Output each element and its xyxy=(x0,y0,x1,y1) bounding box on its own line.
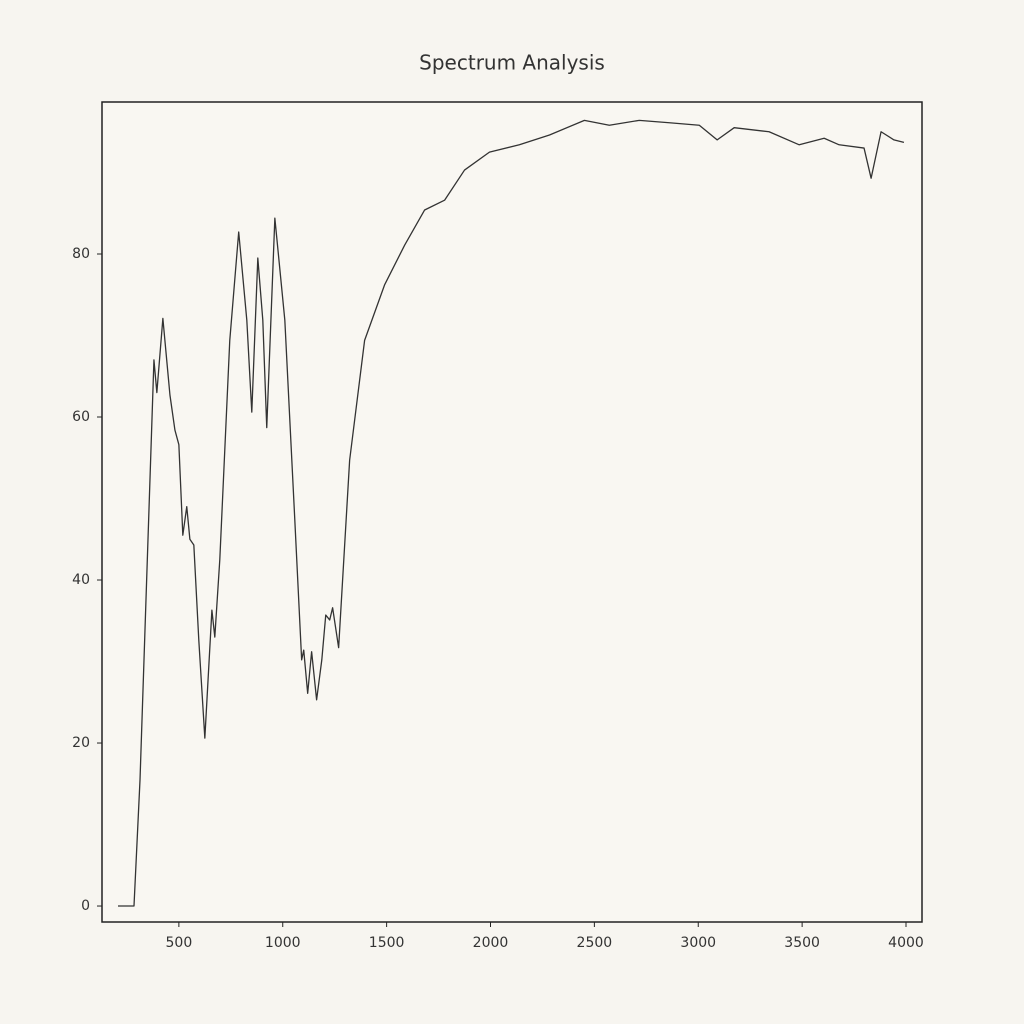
x-tick-label: 2000 xyxy=(473,935,509,951)
y-tick-label: 60 xyxy=(72,409,90,425)
x-tick-label: 500 xyxy=(166,935,193,951)
x-tick-label: 3000 xyxy=(680,935,716,951)
y-tick-label: 80 xyxy=(72,246,90,262)
plot-frame xyxy=(101,101,923,923)
y-tick-label: 20 xyxy=(72,735,90,751)
y-tick-label: 40 xyxy=(72,572,90,588)
chart-title: Spectrum Analysis xyxy=(419,51,605,75)
x-tick-label: 3500 xyxy=(784,935,820,951)
y-tick-label: 0 xyxy=(81,898,90,914)
x-tick-label: 1000 xyxy=(265,935,301,951)
x-tick-label: 1500 xyxy=(369,935,405,951)
x-tick-label: 4000 xyxy=(888,935,924,951)
spectrum-line xyxy=(118,119,905,907)
plot-area xyxy=(102,102,922,922)
x-tick-label: 2500 xyxy=(577,935,613,951)
